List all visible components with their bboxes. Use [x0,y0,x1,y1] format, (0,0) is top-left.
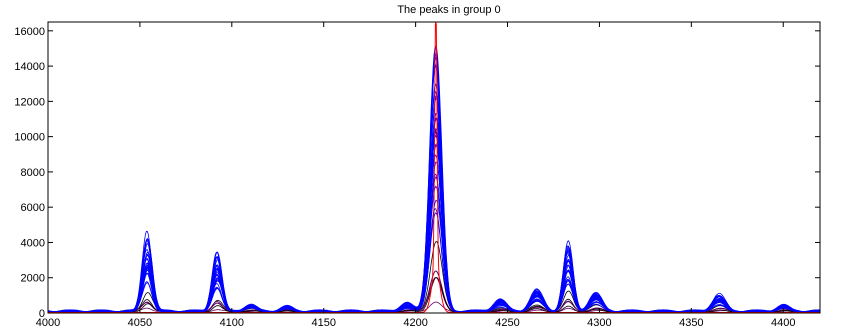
spectrum-line [47,241,821,313]
y-tick-label: 2000 [21,273,45,285]
y-tick-label: 14000 [14,61,45,73]
x-tick-label: 4200 [403,317,427,329]
spectrum-line [47,276,820,313]
spectrum-line [47,277,820,313]
x-axis: 4000 4050 4100 4150 4200 4250 4300 4350 4400 [36,22,795,329]
y-axis: 0 2000 4000 6000 8000 10000 12000 14000 16000 [14,26,820,320]
y-tick-label: 12000 [14,96,45,108]
plot-frame [47,21,821,314]
spectrum-line [47,270,820,313]
y-tick-label: 6000 [21,202,45,214]
x-tick-label: 4300 [587,317,611,329]
x-tick-label: 4400 [771,317,795,329]
spectrum-line [47,270,821,313]
y-tick-label: 10000 [14,132,45,144]
x-tick-label: 4350 [679,317,703,329]
y-tick-label: 16000 [14,26,45,38]
y-tick-label: 0 [39,308,45,320]
x-tick-label: 4050 [128,317,152,329]
y-tick-label: 8000 [21,167,45,179]
y-tick-label: 4000 [21,237,45,249]
x-tick-label: 4150 [311,317,335,329]
x-tick-label: 4000 [36,317,60,329]
x-tick-label: 4100 [220,317,244,329]
chart-title: The peaks in group 0 [397,4,500,16]
x-tick-label: 4250 [495,317,519,329]
